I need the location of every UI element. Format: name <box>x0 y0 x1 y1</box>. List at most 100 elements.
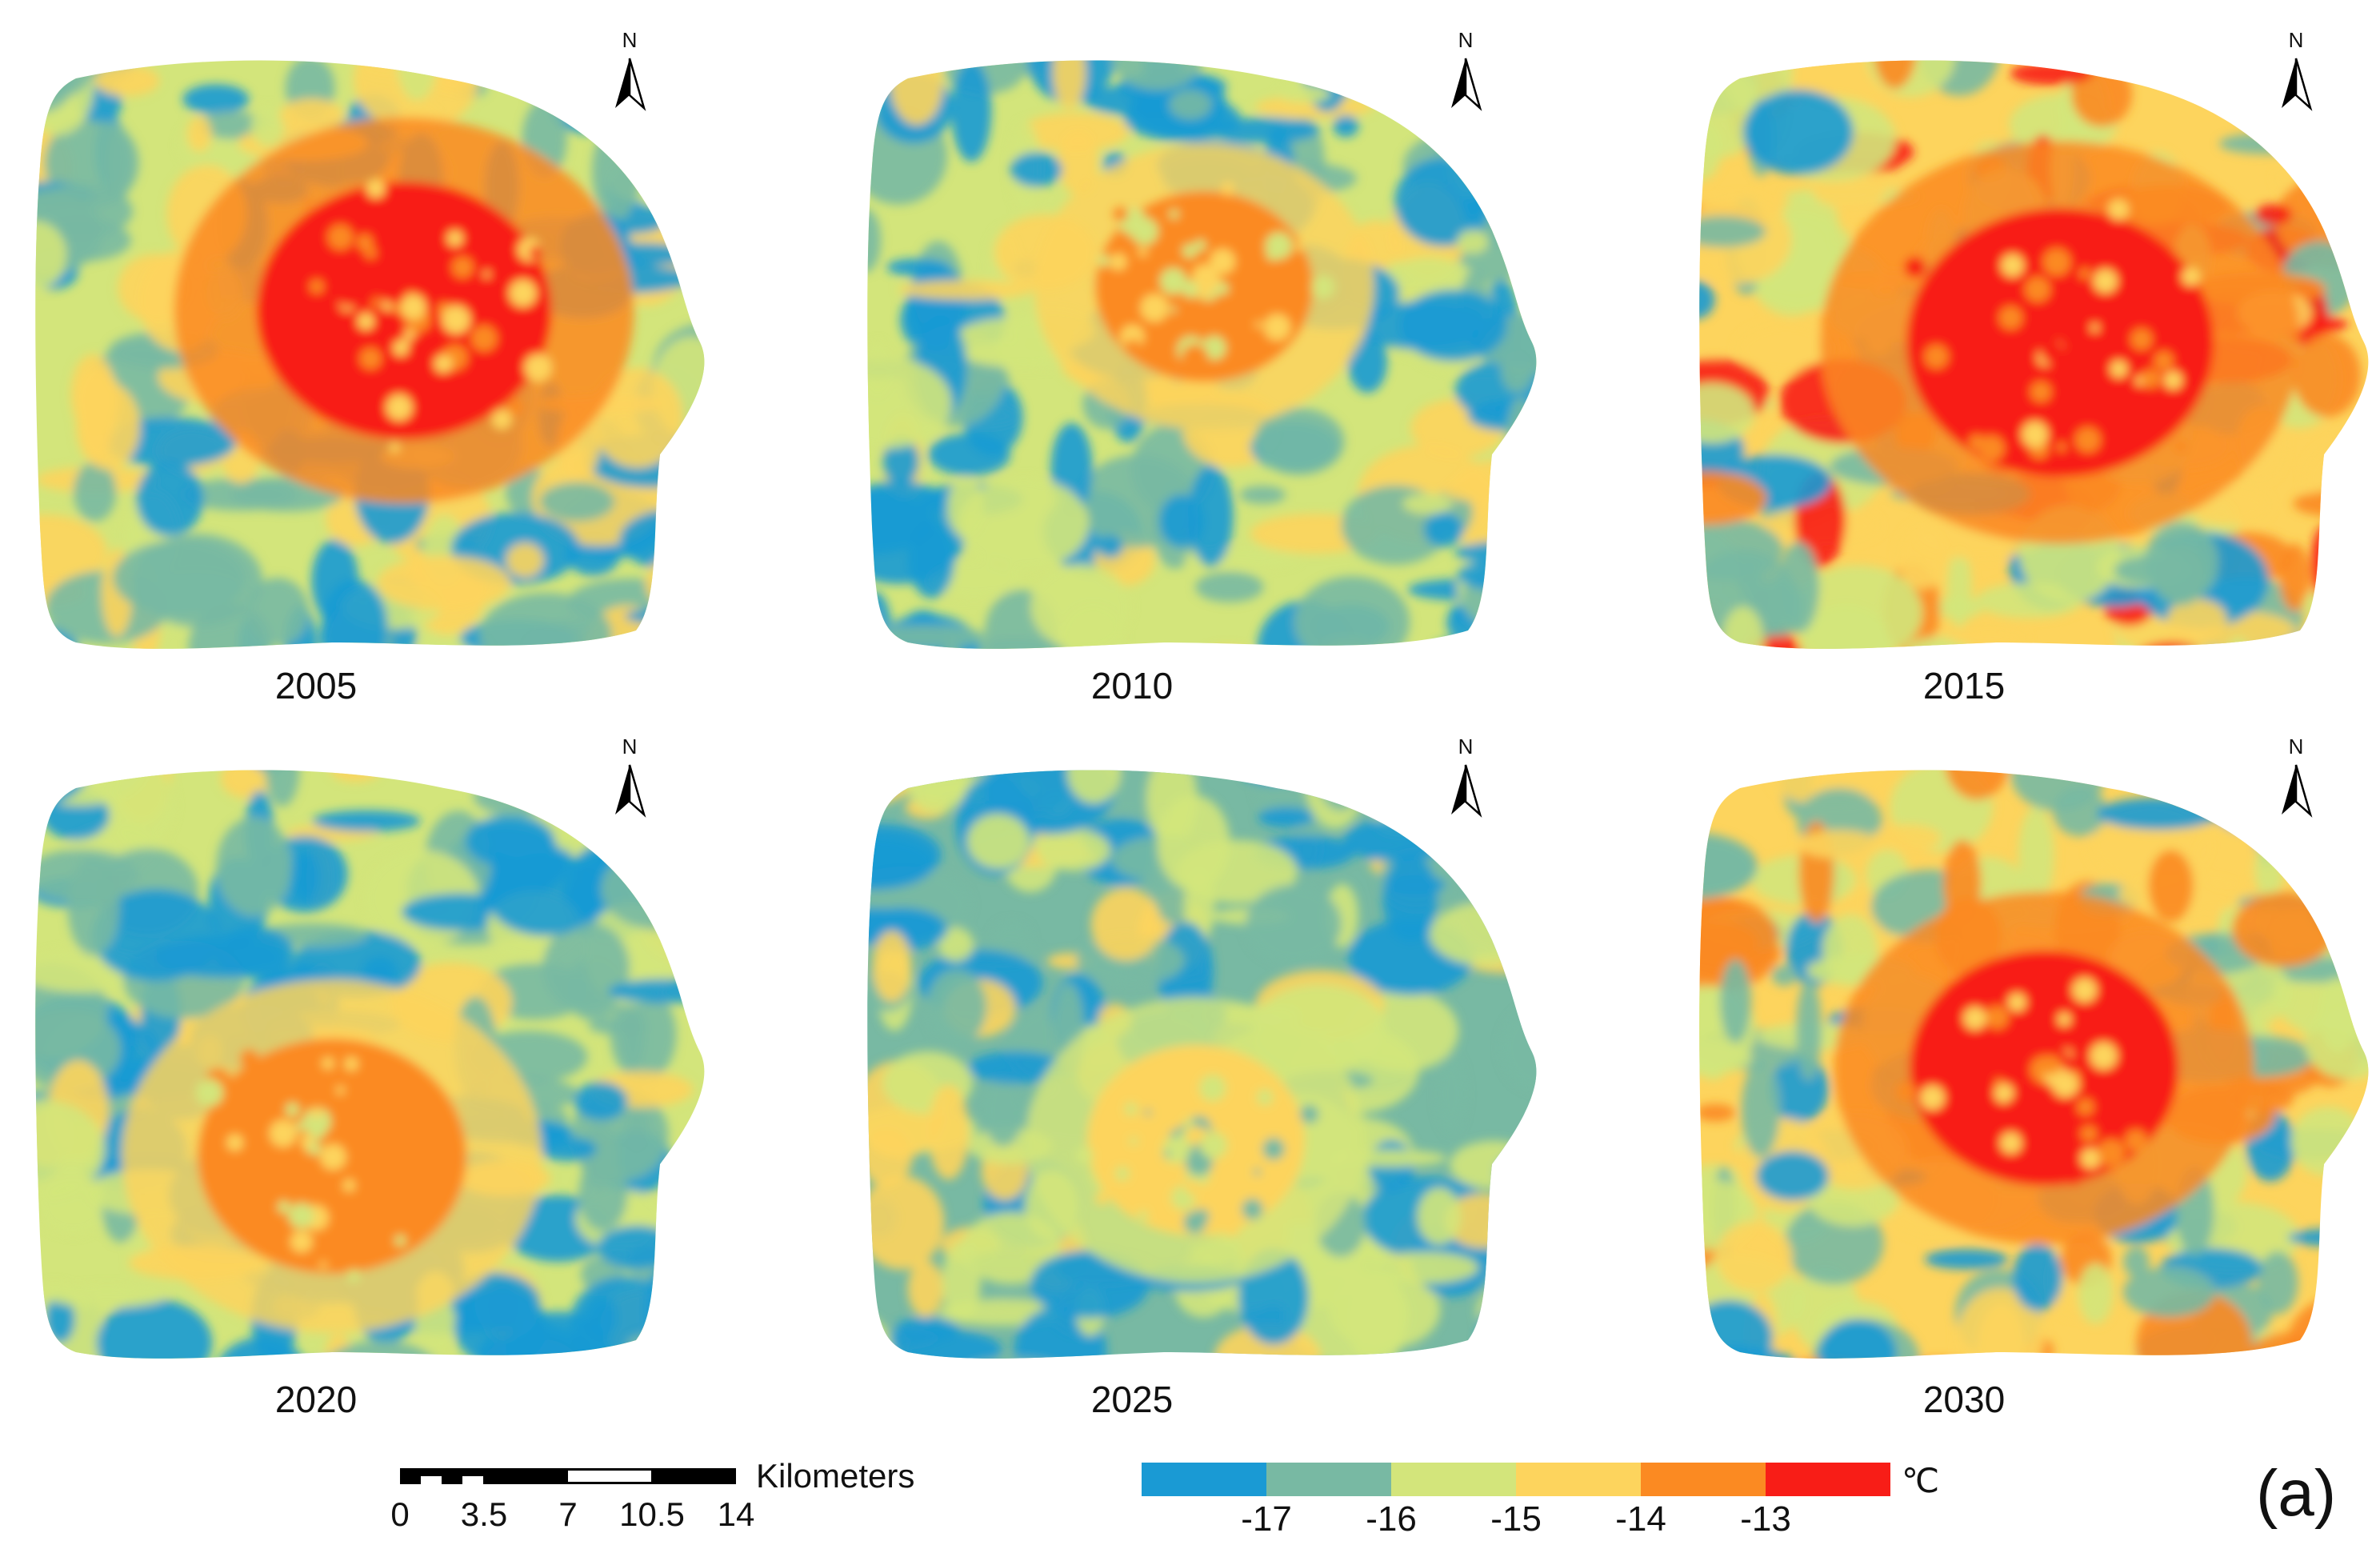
temperature-patch <box>574 1082 628 1121</box>
temperature-patch <box>867 1175 945 1270</box>
temperature-patch <box>2290 1107 2366 1176</box>
temperature-patch <box>1699 280 1715 319</box>
temperature-patch <box>2318 977 2357 1053</box>
temperature-speckle <box>2077 1099 2094 1115</box>
north-arrow-graphic <box>615 58 646 111</box>
temperature-patch <box>644 1327 705 1350</box>
temperature-speckle <box>452 256 474 278</box>
temperature-speckle <box>1184 1118 1194 1128</box>
temperature-speckle <box>2080 1125 2098 1142</box>
temperature-speckle <box>1994 1083 2014 1103</box>
temperature-patch <box>543 770 597 814</box>
temperature-speckle <box>289 1140 304 1155</box>
north-arrow-icon: N <box>606 28 654 116</box>
temperature-speckle <box>1223 1220 1239 1236</box>
temperature-patch <box>882 436 919 486</box>
temperature-patch <box>2274 166 2362 192</box>
temperature-patch <box>951 60 992 162</box>
north-arrow-icon: N <box>606 734 654 823</box>
temperature-speckle <box>1143 1130 1158 1144</box>
temperature-speckle <box>1249 244 1268 263</box>
temperature-patch <box>250 106 285 147</box>
scale-tick: 14 <box>717 1495 755 1533</box>
temperature-patch <box>216 817 292 916</box>
map-panel-2020 <box>28 756 748 1476</box>
temperature-speckle <box>363 1213 378 1228</box>
temperature-speckle <box>524 354 552 382</box>
temperature-patch <box>1872 824 1942 852</box>
temperature-speckle <box>2000 288 2018 306</box>
legend-bin <box>1142 1463 1266 1496</box>
temperature-patch <box>252 770 287 771</box>
temperature-speckle <box>356 234 373 250</box>
temperature-speckle <box>1169 209 1179 219</box>
temperature-speckle <box>356 1132 374 1150</box>
temperature-patch <box>1373 1251 1479 1283</box>
temperature-speckle <box>529 246 542 258</box>
temperature-speckle <box>1194 239 1206 251</box>
temperature-speckle <box>311 1107 322 1119</box>
temperature-patch <box>1531 443 1537 460</box>
temperature-patch <box>1111 60 1203 90</box>
temperature-speckle <box>1126 338 1140 351</box>
temperature-map <box>867 60 1537 649</box>
temperature-speckle <box>2125 1129 2147 1152</box>
temperature-patch <box>645 546 705 620</box>
temperature-patch <box>1480 312 1537 374</box>
temperature-speckle <box>1295 242 1304 251</box>
temperature-patch <box>1030 564 1130 649</box>
temperature-patch <box>1482 1206 1537 1256</box>
temperature-patch <box>1792 565 1923 649</box>
temperature-patch <box>1437 1055 1466 1133</box>
temperature-patch <box>2254 204 2292 226</box>
temperature-patch <box>1771 770 1895 807</box>
temperature-patch <box>1417 1187 1462 1245</box>
temperature-speckle <box>442 305 470 334</box>
temperature-speckle <box>1110 253 1127 270</box>
temperature-patch <box>1798 830 1880 859</box>
temperature-patch <box>326 1334 351 1359</box>
temperature-speckle <box>1170 306 1177 314</box>
temperature-patch <box>1053 60 1086 110</box>
north-label: N <box>2288 734 2304 758</box>
temperature-speckle <box>2042 1055 2062 1075</box>
legend-tick: -13 <box>1740 1499 1791 1539</box>
temperature-speckle <box>1182 344 1209 371</box>
map-panel-2010 <box>860 46 1580 766</box>
temperature-speckle <box>278 1200 290 1214</box>
temperature-speckle <box>1124 1103 1138 1116</box>
temperature-patch <box>1244 770 1303 785</box>
temperature-speckle <box>1138 1210 1149 1222</box>
temperature-speckle <box>1138 247 1148 257</box>
temperature-speckle <box>2057 1012 2071 1027</box>
temperature-patch <box>1699 60 1724 82</box>
temperature-patch <box>1278 85 1330 103</box>
temperature-patch <box>1506 398 1534 469</box>
temperature-patch <box>1195 571 1264 602</box>
temperature-patch <box>1367 770 1410 791</box>
temperature-speckle <box>2080 1148 2102 1169</box>
temperature-patch <box>35 1099 105 1199</box>
temperature-patch <box>867 609 880 649</box>
scale-tick: 7 <box>558 1495 578 1533</box>
temperature-patch <box>1699 549 1796 644</box>
temperature-speckle <box>2142 369 2161 388</box>
temperature-speckle <box>411 330 440 358</box>
temperature-patch <box>1822 914 1878 986</box>
legend-unit: ℃ <box>1902 1462 1940 1499</box>
temperature-speckle <box>308 1142 322 1155</box>
temperature-speckle <box>1217 282 1230 295</box>
temperature-patch <box>454 1287 548 1359</box>
map-panel-2030 <box>1692 756 2380 1476</box>
temperature-patch <box>2336 803 2369 878</box>
temperature-patch <box>2219 133 2314 154</box>
temperature-patch <box>867 625 986 649</box>
temperature-speckle <box>322 1167 339 1185</box>
temperature-patch <box>928 433 1010 476</box>
temperature-patch <box>1399 1348 1455 1359</box>
year-label: 2020 <box>274 1379 358 1420</box>
temperature-speckle <box>313 299 322 309</box>
temperature-patch <box>967 1051 1065 1084</box>
temperature-patch <box>1699 382 1755 444</box>
temperature-speckle <box>1262 1138 1285 1160</box>
